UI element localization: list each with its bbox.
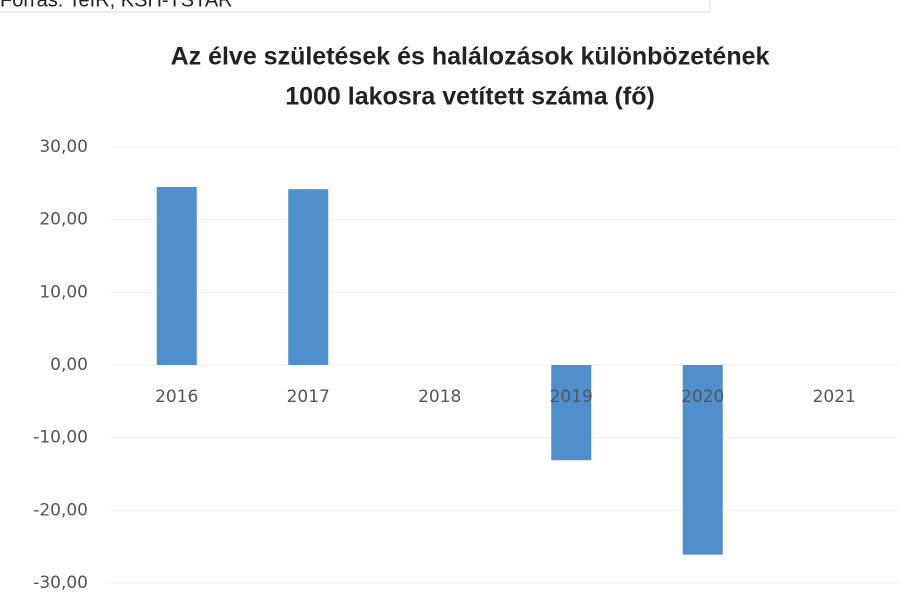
chart-title: Az élve születések és halálozások különb…: [171, 43, 770, 71]
x-tick-label: 2020: [681, 387, 724, 407]
x-tick-label: 2021: [813, 387, 856, 407]
bar: [682, 365, 723, 555]
source-box: [0, 0, 711, 13]
chart-title: 1000 lakosra vetített száma (fő): [285, 83, 655, 111]
y-tick-label: -20,00: [33, 500, 88, 520]
y-tick-label: 30,00: [39, 137, 88, 157]
y-tick-label: -10,00: [33, 428, 88, 448]
source: Forrás: TeIR, KSH-TSTAR: [0, 0, 233, 11]
bar: [551, 365, 592, 461]
y-tick-label: 20,00: [39, 210, 88, 230]
bar: [288, 189, 329, 365]
x-tick-label: 2017: [287, 387, 330, 407]
y-tick-label: 10,00: [39, 282, 88, 302]
x-tick-label: 2016: [155, 387, 198, 407]
y-tick-label: 0,00: [50, 355, 88, 375]
y-tick-label: -30,00: [33, 573, 88, 593]
x-tick-label: 2019: [550, 387, 593, 407]
bar: [156, 186, 197, 365]
x-tick-label: 2018: [418, 387, 461, 407]
